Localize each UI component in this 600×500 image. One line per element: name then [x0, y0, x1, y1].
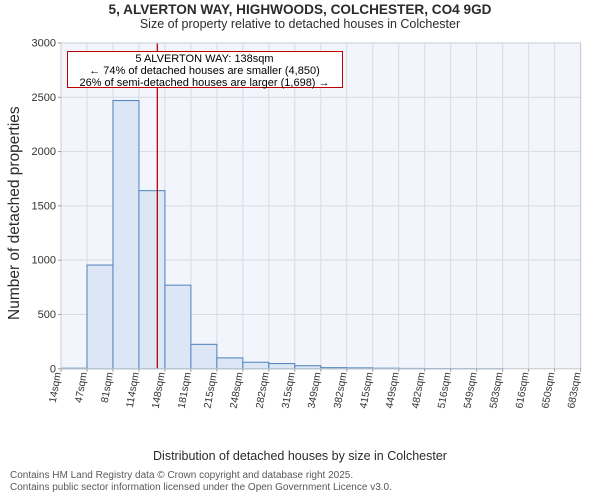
svg-text:114sqm: 114sqm — [125, 371, 142, 408]
svg-text:81sqm: 81sqm — [100, 371, 116, 403]
svg-text:500: 500 — [38, 309, 56, 321]
svg-text:349sqm: 349sqm — [307, 371, 324, 409]
svg-text:482sqm: 482sqm — [410, 371, 427, 409]
svg-text:215sqm: 215sqm — [203, 371, 220, 409]
svg-text:549sqm: 549sqm — [462, 371, 479, 409]
svg-text:382sqm: 382sqm — [333, 371, 350, 409]
svg-text:650sqm: 650sqm — [540, 371, 557, 409]
svg-text:0: 0 — [50, 363, 56, 375]
svg-text:3000: 3000 — [32, 38, 56, 50]
svg-text:415sqm: 415sqm — [359, 371, 376, 409]
svg-text:2500: 2500 — [32, 92, 56, 104]
svg-text:181sqm: 181sqm — [177, 371, 194, 409]
svg-text:449sqm: 449sqm — [384, 371, 401, 409]
svg-text:1500: 1500 — [32, 200, 56, 212]
svg-text:583sqm: 583sqm — [488, 371, 505, 409]
svg-text:282sqm: 282sqm — [255, 371, 272, 409]
svg-text:616sqm: 616sqm — [514, 371, 531, 409]
svg-text:14sqm: 14sqm — [48, 371, 64, 403]
svg-text:683sqm: 683sqm — [566, 371, 583, 409]
svg-text:47sqm: 47sqm — [74, 371, 90, 403]
svg-text:1000: 1000 — [32, 255, 56, 267]
svg-text:315sqm: 315sqm — [281, 371, 298, 409]
svg-text:148sqm: 148sqm — [151, 371, 168, 409]
svg-text:516sqm: 516sqm — [436, 371, 453, 409]
svg-text:2000: 2000 — [32, 146, 56, 158]
svg-text:248sqm: 248sqm — [229, 371, 246, 409]
